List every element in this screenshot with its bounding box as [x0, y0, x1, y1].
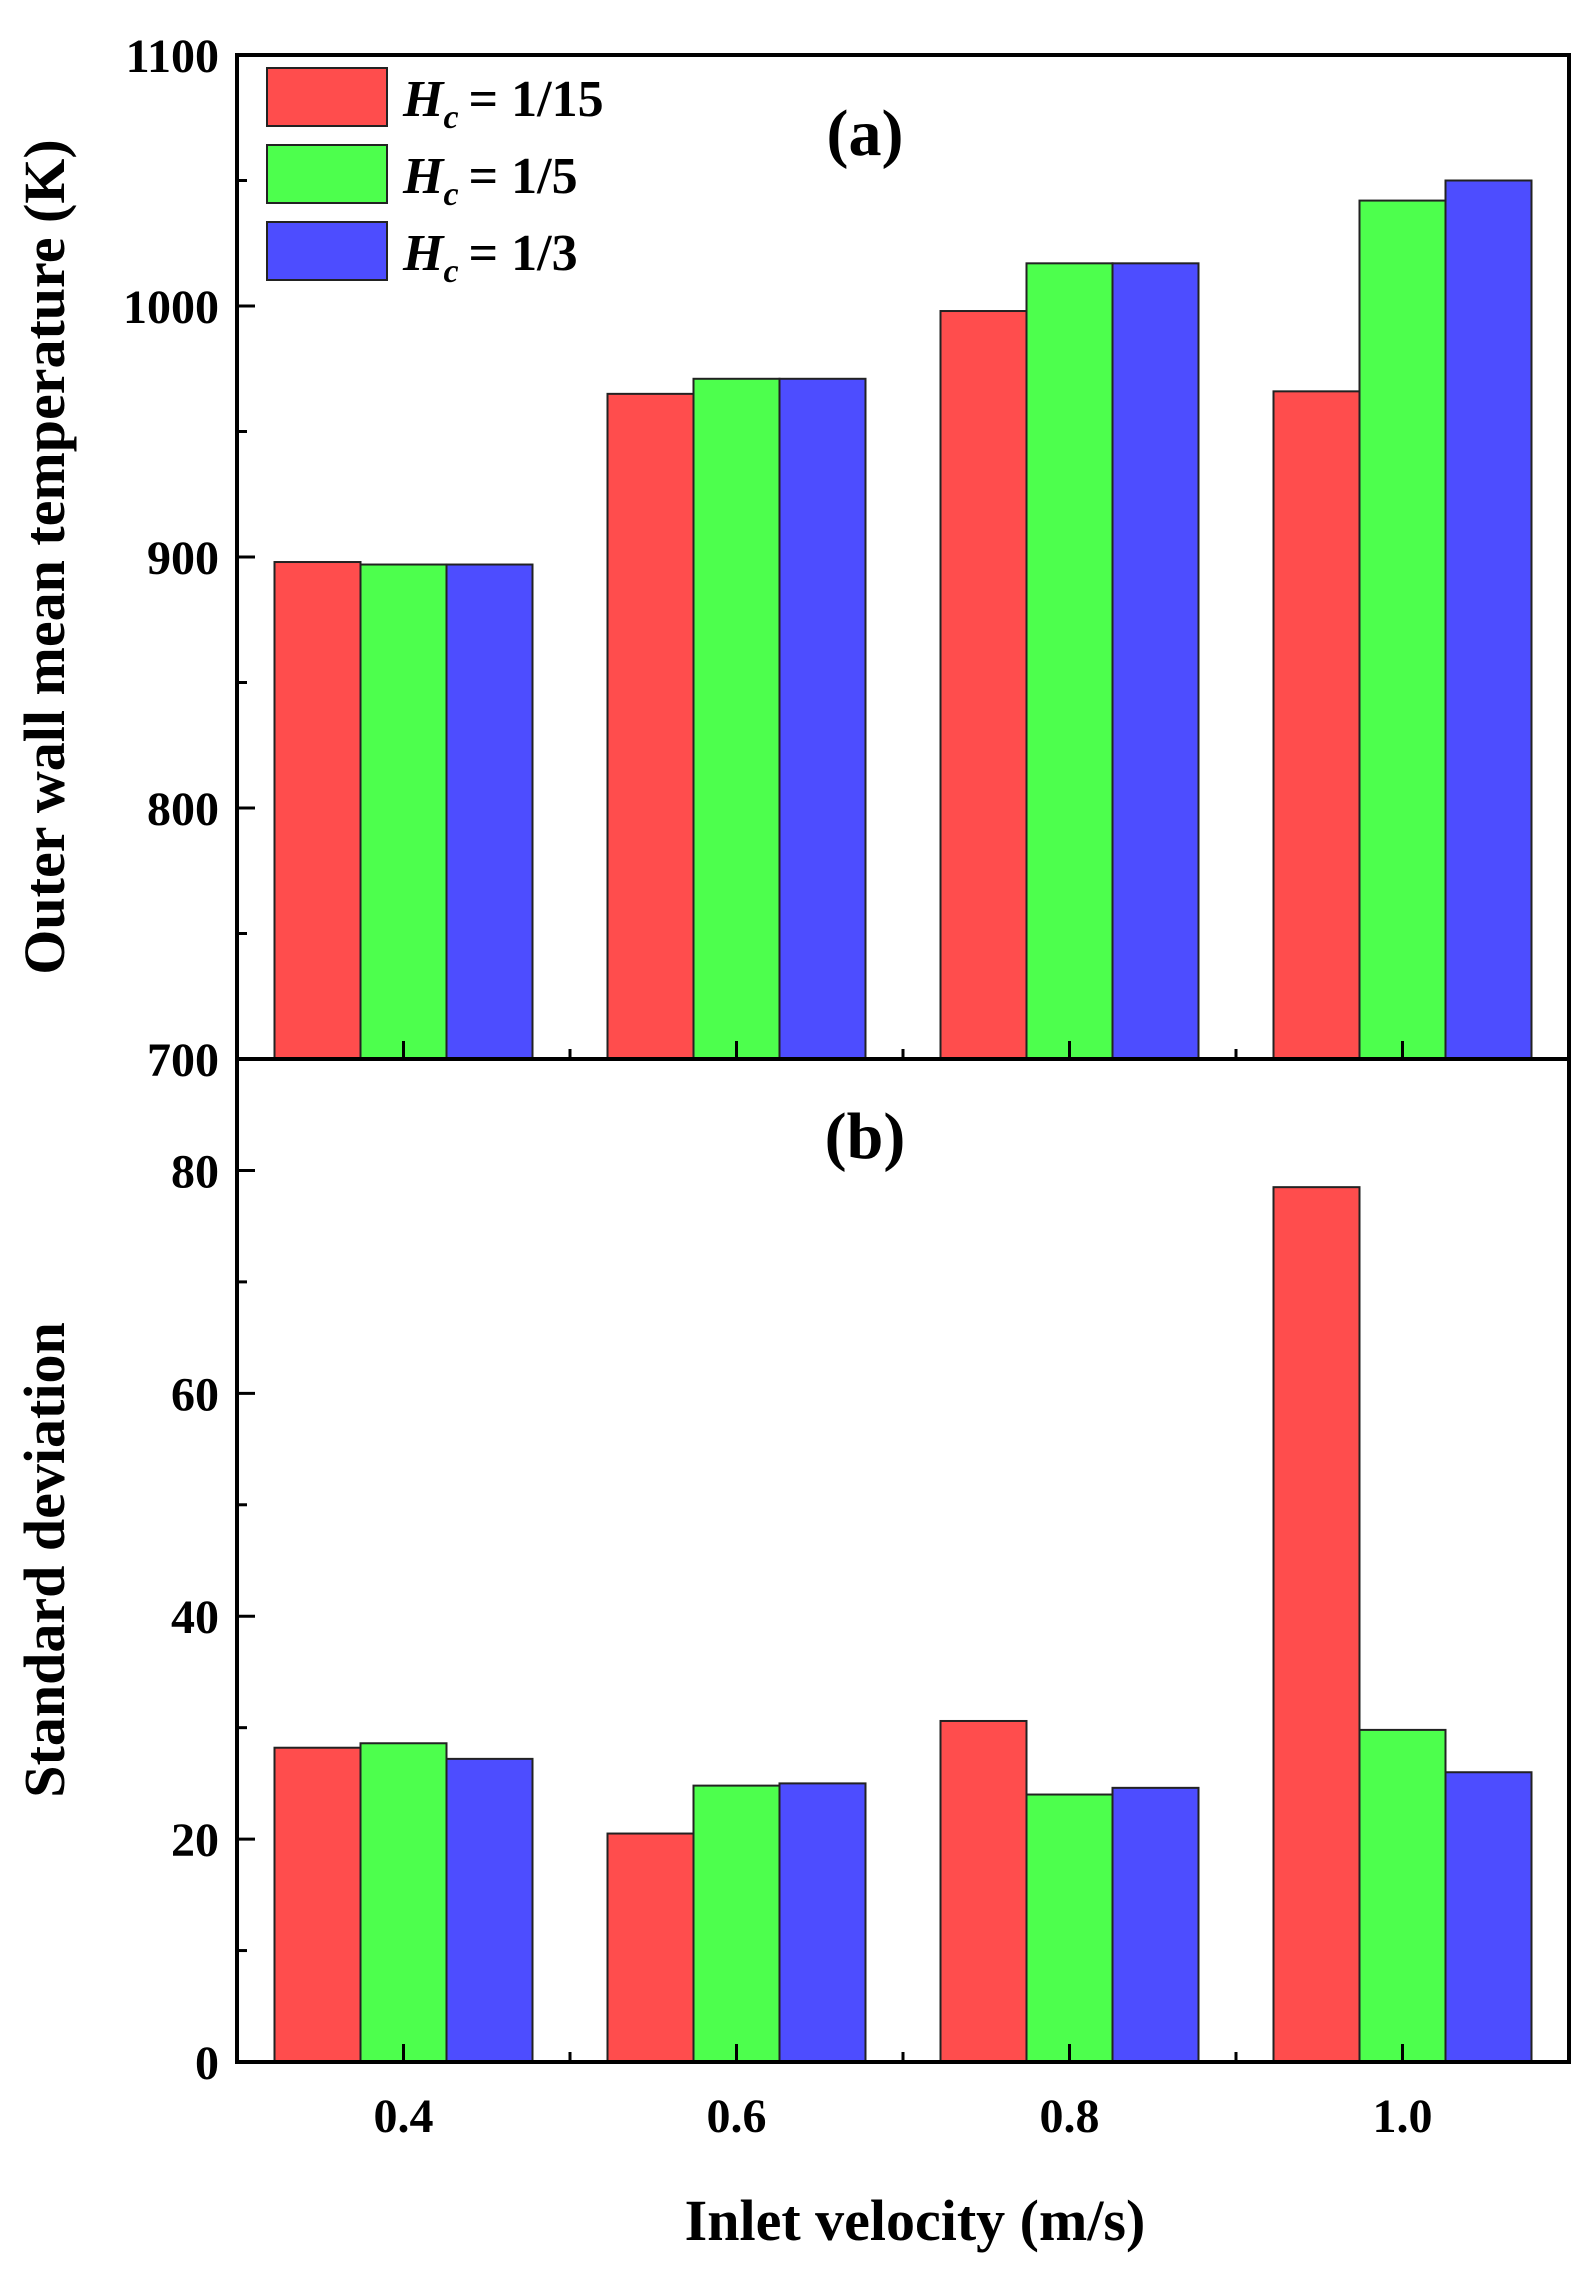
y-tick-label-b-20: 20 [171, 1814, 219, 1867]
panel-a-bars [273, 179, 1533, 1061]
bar-a-0.8-1/15 [939, 310, 1028, 1060]
y-tick-label-b-0: 0 [195, 2037, 219, 2090]
panel-a-temperature-chart: 700 800 900 1000 1100 (a) Outer wall mean te… [12, 30, 1571, 1087]
bar-b-1.0-1/5 [1358, 1728, 1447, 2063]
bar-a-0.4-1/3 [445, 563, 534, 1061]
panel-b-label: (b) [825, 1100, 906, 1173]
bar-b-0.6-1/5 [692, 1784, 781, 2064]
y-tick-label-a-900: 900 [147, 532, 219, 585]
bar-a-0.6-1/5 [692, 377, 781, 1061]
y-tick-label-b-60: 60 [171, 1368, 219, 1421]
panel-a-ticks: 700 800 900 1000 1100 [123, 30, 1404, 1087]
bar-a-1.0-1/3 [1444, 179, 1533, 1060]
legend-label-1/15: Hc = 1/15 [402, 71, 604, 136]
bar-b-0.6-1/3 [778, 1782, 867, 2064]
bar-a-0.6-1/15 [606, 392, 695, 1061]
bar-b-1.0-1/15 [1272, 1186, 1361, 2063]
bar-b-0.6-1/15 [606, 1832, 695, 2064]
bar-b-0.8-1/5 [1025, 1793, 1114, 2063]
y-tick-label-a-1100: 1100 [126, 30, 219, 83]
panel-a-label: (a) [827, 97, 904, 170]
bar-a-1.0-1/15 [1272, 390, 1361, 1060]
panel-a-y-axis-title: Outer wall mean temperature (K) [12, 139, 77, 974]
x-axis-title: Inlet velocity (m/s) [685, 2188, 1146, 2253]
bar-a-0.4-1/15 [273, 561, 362, 1061]
x-tick-label-0.4: 0.4 [374, 2090, 434, 2143]
bar-a-0.8-1/5 [1025, 262, 1114, 1060]
legend-swatch-1/15 [266, 67, 388, 127]
bar-b-1.0-1/3 [1444, 1771, 1533, 2063]
y-tick-label-b-40: 40 [171, 1591, 219, 1644]
panel-b-ticks: 0 20 40 60 80 0.4 0.6 0.8 1.0 [171, 1057, 1433, 2143]
legend-swatch-1/5 [266, 144, 388, 204]
bar-b-0.4-1/5 [359, 1742, 448, 2064]
bar-b-0.8-1/15 [939, 1719, 1028, 2063]
legend-label-1/5: Hc = 1/5 [402, 148, 578, 213]
bar-a-0.8-1/3 [1111, 262, 1200, 1060]
bar-b-0.8-1/3 [1111, 1786, 1200, 2063]
legend-swatch-1/3 [266, 221, 388, 281]
panel-b-y-axis-title: Standard deviation [12, 1322, 77, 1797]
bar-a-1.0-1/5 [1358, 199, 1447, 1060]
bar-b-0.4-1/3 [445, 1757, 534, 2063]
x-tick-label-0.8: 0.8 [1040, 2090, 1100, 2143]
x-tick-label-0.6: 0.6 [707, 2090, 767, 2143]
y-tick-label-a-800: 800 [147, 783, 219, 836]
bar-a-0.6-1/3 [778, 377, 867, 1061]
bar-a-0.4-1/5 [359, 563, 448, 1061]
x-tick-label-1.0: 1.0 [1373, 2090, 1433, 2143]
y-tick-label-a-1000: 1000 [123, 281, 219, 334]
y-tick-label-b-80: 80 [171, 1145, 219, 1198]
legend: Hc = 1/15 Hc = 1/5 Hc = 1/3 [266, 67, 604, 290]
legend-label-1/3: Hc = 1/3 [402, 225, 578, 290]
panel-b-bars [273, 1186, 1533, 2064]
bar-b-0.4-1/15 [273, 1746, 362, 2064]
panel-b-std-deviation-chart: 0 20 40 60 80 0.4 0.6 0.8 1.0 (b) Standard devia… [12, 1057, 1571, 2253]
y-tick-label-a-700: 700 [147, 1034, 219, 1087]
